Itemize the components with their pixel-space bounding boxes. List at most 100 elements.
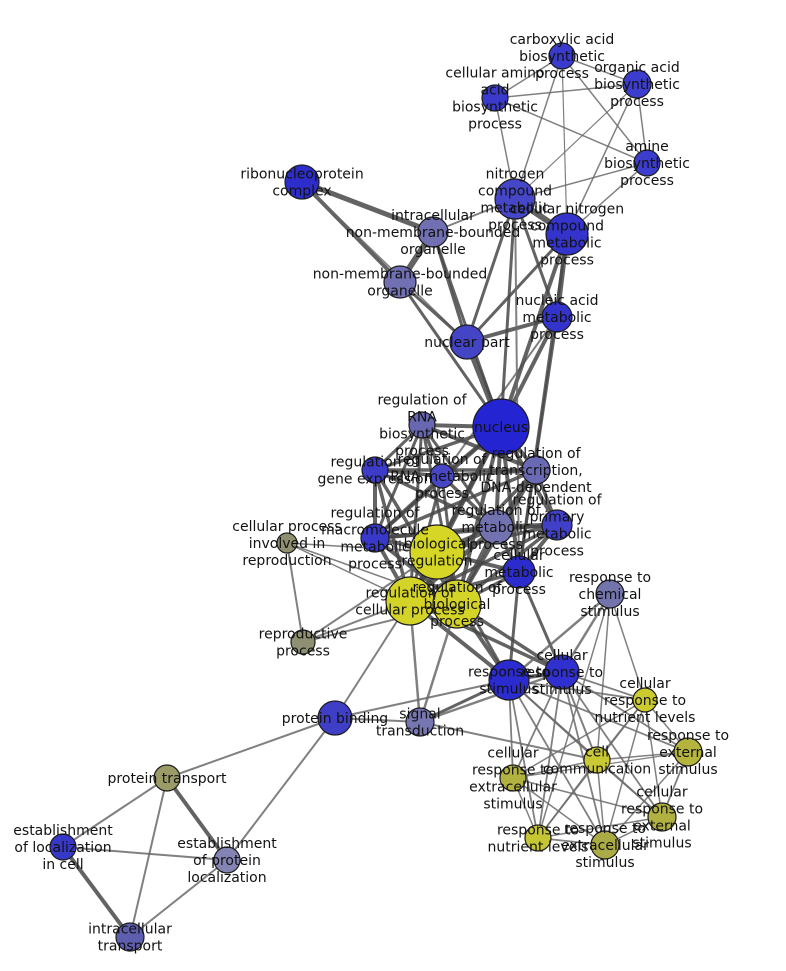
node-label: external [659, 745, 717, 761]
node-label: nuclear part [424, 335, 510, 351]
edge [226, 717, 336, 861]
node-cres[interactable] [499, 764, 527, 792]
node-pbind[interactable] [317, 700, 353, 736]
node-rmp[interactable] [478, 509, 514, 545]
node-label: extracellular [469, 780, 557, 796]
edge [499, 232, 569, 429]
node-am[interactable] [633, 149, 661, 177]
edge [514, 198, 520, 573]
node-label: stimulus [483, 797, 542, 813]
edge [596, 593, 611, 761]
node-caa[interactable] [481, 84, 509, 112]
node-rchem[interactable] [595, 579, 625, 609]
edge [373, 468, 538, 540]
node-rexs[interactable] [590, 830, 620, 860]
node-label: process [468, 117, 522, 133]
node-nam[interactable] [541, 301, 573, 333]
edge [566, 83, 638, 235]
node-cpir[interactable] [276, 532, 298, 554]
node-label: process [415, 486, 469, 502]
node-oa[interactable] [622, 69, 652, 99]
node-label: complex [272, 184, 331, 200]
edge [561, 55, 568, 235]
node-label: process [610, 94, 664, 110]
node-label: response to [497, 823, 579, 839]
node-label: regulation of [512, 493, 602, 509]
node-rge[interactable] [361, 456, 389, 484]
node-label: protein transport [108, 771, 227, 787]
node-inmbo[interactable] [417, 216, 449, 248]
node-rmmp[interactable] [360, 523, 390, 553]
node-rnp[interactable] [284, 164, 320, 200]
node-label: process [395, 444, 449, 460]
node-label: biosynthetic [379, 427, 465, 443]
node-crnl[interactable] [632, 687, 658, 713]
node-npart[interactable] [449, 324, 485, 360]
node-sigt[interactable] [405, 707, 435, 737]
edge [517, 232, 569, 574]
node-label: process [535, 66, 589, 82]
node-rpmp[interactable] [541, 509, 573, 541]
node-rtdd[interactable] [521, 455, 551, 485]
node-label: communication [543, 762, 651, 778]
node-ptrans[interactable] [153, 764, 181, 792]
edge [334, 679, 510, 719]
node-nmbo[interactable] [383, 265, 417, 299]
edge [62, 846, 228, 861]
node-nuc[interactable] [472, 398, 530, 456]
node-label: regulation of [412, 580, 502, 596]
node-label: cellular amino [445, 66, 544, 82]
node-crstim[interactable] [544, 654, 580, 690]
node-ca[interactable] [548, 42, 576, 70]
node-repro[interactable] [290, 629, 316, 655]
node-label: amine [625, 139, 669, 155]
node-label: carboxylic acid [510, 32, 615, 48]
node-rext[interactable] [673, 737, 703, 767]
node-label: transcription, [489, 463, 583, 479]
node-label: process [488, 218, 542, 234]
node-label: response to [621, 802, 703, 818]
node-rrbp[interactable] [408, 411, 436, 439]
node-label: organic acid [594, 60, 680, 76]
edge [508, 679, 606, 846]
node-label: biosynthetic [594, 77, 680, 93]
node-label: response to [472, 763, 554, 779]
node-label: regulation of [365, 586, 455, 602]
node-label: stimulus [580, 604, 639, 620]
node-rrmp[interactable] [429, 463, 455, 489]
node-label: gene expression [318, 472, 433, 488]
edge [512, 671, 563, 779]
node-itrans[interactable] [115, 922, 145, 952]
node-cnc[interactable] [545, 212, 589, 256]
node-crext[interactable] [647, 802, 677, 832]
node-label: signal [399, 707, 440, 723]
edge [62, 777, 168, 848]
edge [373, 474, 444, 540]
edge [561, 671, 663, 818]
edge [561, 55, 648, 164]
node-label: acid [480, 83, 509, 99]
node-label: nutrient levels [595, 710, 696, 726]
node-rstim[interactable] [488, 659, 530, 701]
node-rnl[interactable] [524, 824, 552, 852]
edge [512, 777, 606, 846]
node-label: macromolecule [321, 523, 429, 539]
node-cmp[interactable] [502, 555, 536, 589]
node-label: regulation of [491, 446, 581, 462]
edge [512, 759, 598, 779]
node-label: stimulus [532, 682, 591, 698]
node-ccomm[interactable] [583, 746, 611, 774]
edge [609, 593, 646, 701]
edge [373, 523, 559, 540]
node-eloc[interactable] [49, 833, 77, 861]
node-rbp[interactable] [432, 579, 482, 629]
edge [166, 717, 336, 779]
node-eploc[interactable] [213, 846, 241, 874]
edge [513, 197, 559, 319]
node-label: involved in [249, 536, 326, 552]
node-layer [49, 42, 703, 952]
node-bioreg[interactable] [409, 524, 465, 580]
node-ncmp[interactable] [494, 178, 536, 220]
